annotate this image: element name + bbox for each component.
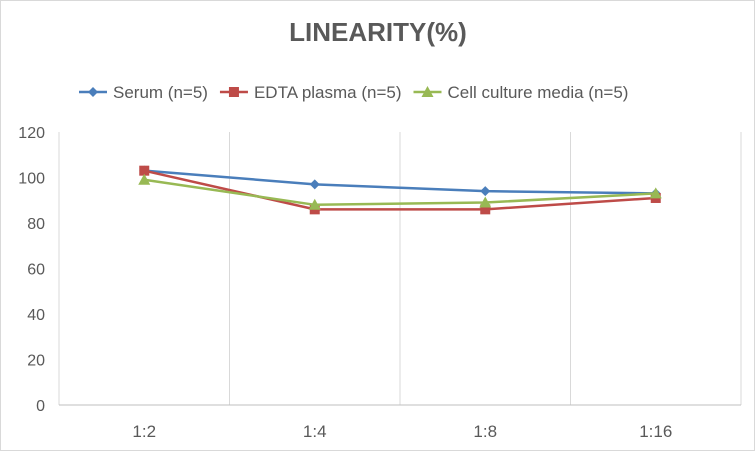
x-tick-label: 1:4	[303, 422, 327, 441]
triangle-marker	[421, 86, 434, 97]
triangle-marker	[308, 198, 321, 210]
legend-item: Serum (n=5)	[79, 83, 208, 102]
legend-item: Cell culture media (n=5)	[413, 83, 629, 102]
legend-item: EDTA plasma (n=5)	[219, 83, 402, 102]
square-marker	[480, 204, 491, 215]
y-tick-label: 100	[18, 171, 45, 188]
triangle-marker	[649, 187, 662, 199]
plot-area: 0 20 40 60 80 100 120 1:2 1:4 1:8 1:16	[18, 125, 742, 441]
triangle-marker	[138, 173, 151, 185]
y-tick-label: 80	[27, 216, 45, 233]
series-2	[138, 173, 662, 210]
legend-label: Serum (n=5)	[113, 83, 208, 102]
legend: Serum (n=5) EDTA plasma (n=5) Cell culture…	[79, 83, 628, 102]
x-tick-label: 1:2	[132, 422, 156, 441]
chart-title: LINEARITY(%)	[289, 17, 467, 47]
triangle-marker	[479, 196, 492, 208]
series-line	[144, 178, 656, 207]
y-tick-label: 0	[36, 398, 45, 415]
x-tick-label: 1:8	[473, 422, 497, 441]
x-tick-label: 1:16	[639, 422, 672, 441]
y-tick-label: 40	[27, 307, 45, 324]
series-line	[143, 169, 656, 211]
y-tick-label: 20	[27, 353, 45, 370]
diamond-marker	[309, 179, 320, 190]
y-tick-label: 120	[18, 125, 45, 142]
square-marker	[139, 165, 150, 176]
square-marker	[228, 87, 239, 97]
diamond-marker	[480, 186, 491, 197]
legend-label: EDTA plasma (n=5)	[254, 83, 402, 102]
series-line	[144, 169, 656, 195]
legend-label: Cell culture media (n=5)	[448, 83, 629, 102]
y-tick-label: 60	[27, 262, 45, 279]
diamond-marker	[88, 87, 98, 97]
